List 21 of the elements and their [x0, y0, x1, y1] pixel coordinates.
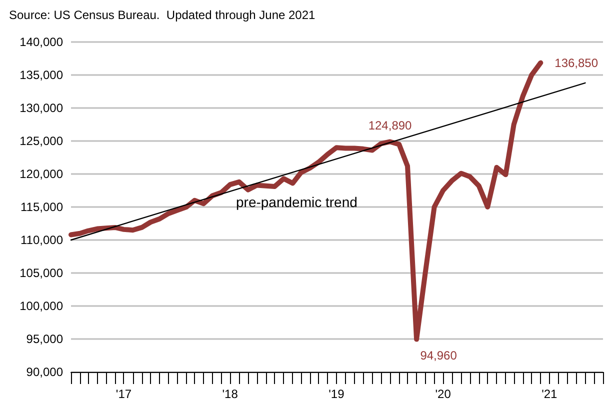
y-tick-label: 90,000	[26, 365, 64, 379]
data-label: 124,890	[368, 118, 412, 133]
y-tick-label: 115,000	[20, 200, 64, 214]
chart-title: Source: US Census Bureau. Updated through June 2021	[9, 8, 316, 22]
y-tick-label: 100,000	[20, 299, 64, 313]
y-tick-label: 120,000	[20, 167, 64, 181]
x-tick-label: '17	[116, 387, 132, 401]
x-tick-label: '19	[328, 387, 345, 401]
data-label: 136,850	[554, 56, 598, 70]
y-tick-label: 105,000	[20, 266, 64, 280]
data-label: 94,960	[420, 348, 458, 362]
x-tick-label: '20	[435, 387, 452, 401]
y-tick-label: 140,000	[20, 35, 64, 49]
y-tick-label: 130,000	[20, 101, 64, 115]
x-tick-label: '18	[222, 387, 238, 401]
x-tick-label: '21	[542, 387, 558, 401]
y-tick-label: 110,000	[20, 233, 64, 247]
y-tick-label: 135,000	[20, 68, 64, 82]
y-tick-label: 95,000	[26, 332, 64, 346]
annotation: pre-pandemic trend	[236, 194, 358, 210]
y-tick-label: 125,000	[20, 134, 64, 148]
